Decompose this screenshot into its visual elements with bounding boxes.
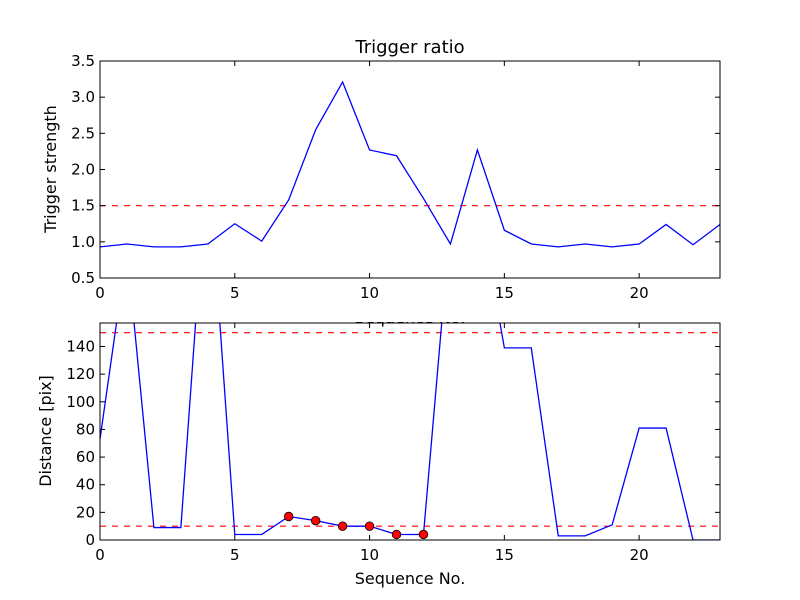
top-chart-title: Trigger ratio: [354, 37, 464, 58]
bottom-subplot: Sequence No. Distance [pix] 0 5 10 15 20 0 20 4…: [36, 305, 721, 588]
bottom-y-tick-label: 80: [76, 420, 95, 438]
bottom-data-marker: [418, 529, 429, 540]
bottom-y-tick-label: 140: [66, 337, 95, 355]
bottom-data-marker: [310, 515, 321, 526]
bottom-y-tick-label: 0: [85, 531, 95, 549]
top-y-tick-label: 3.0: [71, 88, 95, 106]
bottom-x-tick-label: 20: [630, 546, 649, 564]
bottom-data-marker: [391, 529, 402, 540]
bottom-y-tick-label: 40: [76, 476, 95, 494]
bottom-x-axis-label: Sequence No.: [355, 569, 466, 588]
top-y-tick-label: 0.5: [71, 269, 95, 287]
bottom-y-tick-label: 20: [76, 503, 95, 521]
bottom-y-tick-label: 120: [66, 365, 95, 383]
bottom-data-marker: [337, 521, 348, 531]
bottom-x-tick-label: 5: [230, 546, 240, 564]
bottom-data-marker: [283, 511, 294, 522]
bottom-axes-frame: [99, 322, 721, 541]
bottom-x-tick-label: 15: [495, 546, 514, 564]
top-x-tick-label: 10: [360, 284, 379, 302]
bottom-y-tick-label: 100: [66, 393, 95, 411]
top-x-tick-label: 20: [630, 284, 649, 302]
top-series-line-0: [100, 80, 720, 248]
bottom-y-tick-label: 60: [76, 448, 95, 466]
bottom-x-tick-label: 10: [360, 546, 379, 564]
bottom-y-axis-label: Distance [pix]: [36, 375, 55, 487]
bottom-data-marker: [364, 521, 375, 531]
bottom-x-tick-label: 0: [95, 546, 105, 564]
top-y-tick-label: 1.0: [71, 233, 95, 251]
top-y-tick-label: 1.5: [71, 197, 95, 215]
top-y-tick-label: 2.0: [71, 161, 95, 179]
top-y-axis-label: Trigger strength: [41, 105, 60, 234]
label-gap-background: [100, 305, 720, 322]
bottom-series-line-0: [100, 323, 720, 540]
top-y-tick-label: 2.5: [71, 124, 95, 142]
top-x-tick-label: 15: [495, 284, 514, 302]
top-x-tick-label: 5: [230, 284, 240, 302]
top-y-tick-label: 3.5: [71, 52, 95, 70]
top-x-tick-label: 0: [95, 284, 105, 302]
